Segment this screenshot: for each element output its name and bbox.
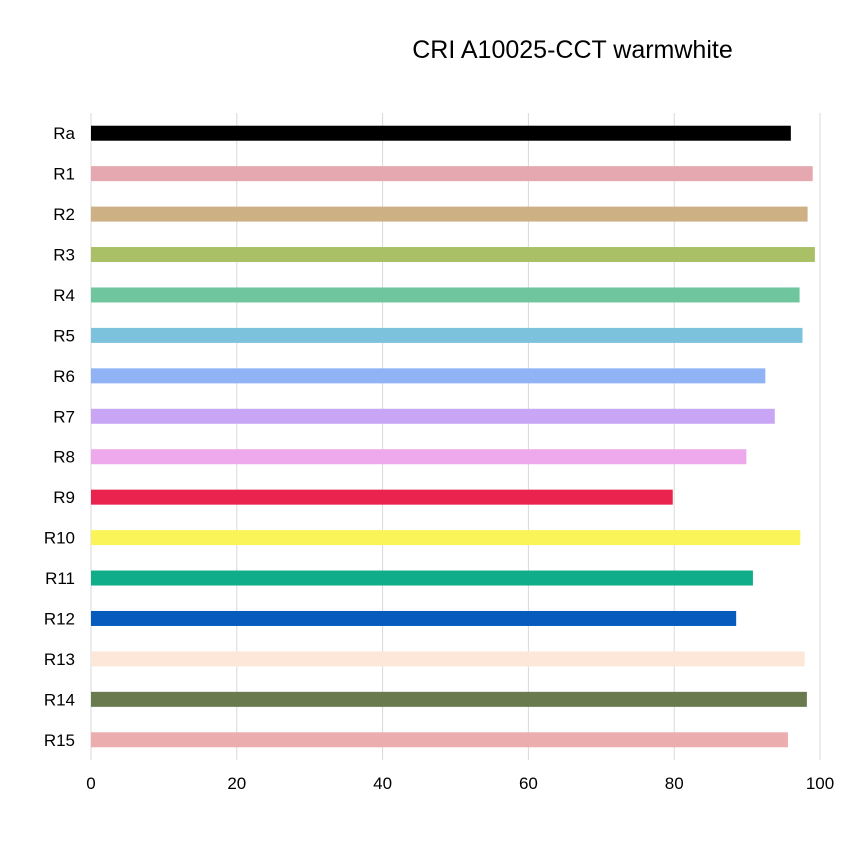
bar-r9: [91, 489, 673, 505]
y-tick-label: R11: [45, 569, 75, 588]
y-tick-label: R8: [53, 448, 75, 467]
y-tick-label: R2: [53, 205, 75, 224]
y-tick-label: R3: [53, 246, 75, 265]
y-tick-label: R9: [53, 488, 75, 507]
x-tick-label: 80: [665, 774, 684, 793]
y-tick-label: R13: [44, 650, 75, 669]
bar-r3: [91, 247, 815, 263]
bar-ra: [91, 125, 791, 141]
y-tick-label: R1: [53, 165, 75, 184]
y-tick-label: R6: [53, 367, 75, 386]
y-tick-label: R4: [53, 286, 75, 305]
y-tick-label: R12: [44, 609, 75, 628]
bar-r13: [91, 651, 805, 667]
bar-r7: [91, 408, 775, 424]
y-tick-label: R7: [53, 407, 75, 426]
y-tick-label: R5: [53, 326, 75, 345]
bar-r10: [91, 530, 801, 546]
bar-r4: [91, 287, 800, 303]
bar-r14: [91, 691, 807, 707]
bar-r8: [91, 449, 747, 465]
chart-title: CRI A10025-CCT warmwhite: [412, 36, 733, 64]
y-tick-label: R10: [44, 529, 75, 548]
bar-r15: [91, 732, 788, 748]
bar-r5: [91, 327, 803, 343]
bar-r12: [91, 610, 737, 626]
bar-r2: [91, 206, 808, 222]
bar-r11: [91, 570, 753, 586]
x-tick-label: 0: [86, 774, 95, 793]
y-tick-label: R14: [44, 690, 75, 709]
x-tick-label: 20: [227, 774, 246, 793]
x-tick-label: 60: [519, 774, 538, 793]
x-tick-label: 40: [373, 774, 392, 793]
bar-r6: [91, 368, 766, 384]
y-tick-label: R15: [44, 731, 75, 750]
x-tick-label: 100: [806, 774, 834, 793]
y-tick-label: Ra: [53, 124, 75, 143]
bar-r1: [91, 166, 813, 182]
